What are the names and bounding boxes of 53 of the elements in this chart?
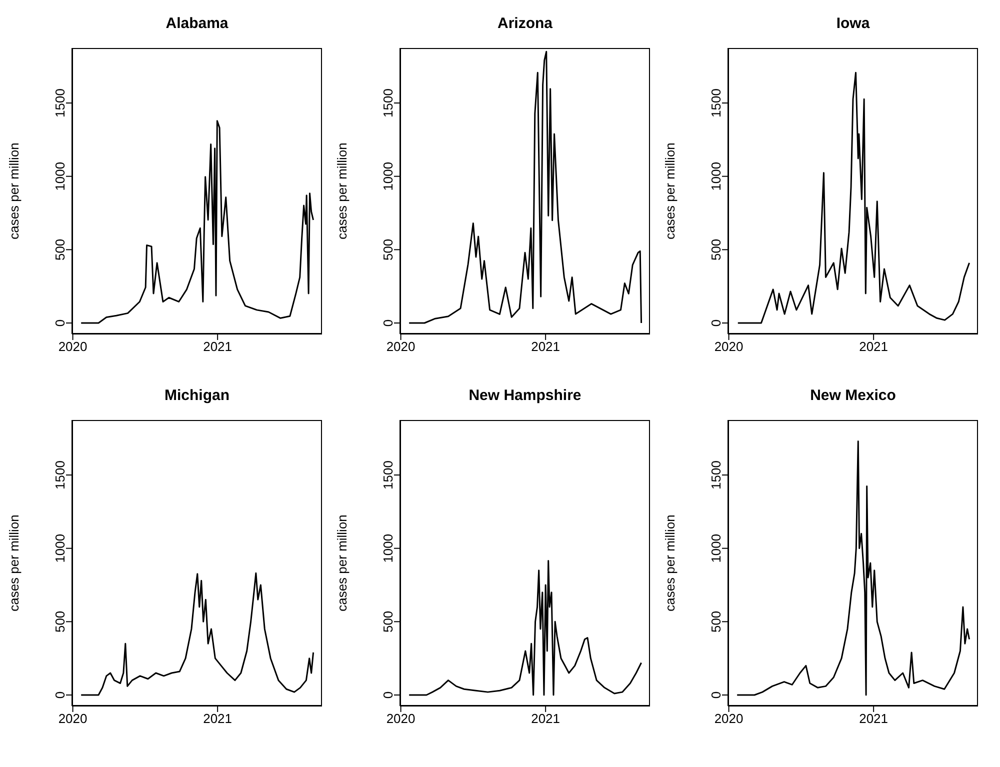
y-tick-label: 1500 xyxy=(380,460,396,490)
y-axis-title: cases per million xyxy=(6,142,22,240)
chart-title: Michigan xyxy=(163,386,230,406)
y-axis-title: cases per million xyxy=(662,142,678,240)
y-tick-label: 1500 xyxy=(708,88,724,118)
y-tick-label: 0 xyxy=(380,691,396,699)
y-tick-label: 500 xyxy=(708,238,724,261)
y-tick-label: 1000 xyxy=(52,534,68,563)
y-tick-label: 500 xyxy=(380,610,396,633)
line-series xyxy=(736,440,970,696)
y-tick-label: 1000 xyxy=(380,534,396,563)
y-tick-label: 0 xyxy=(380,319,396,327)
chart-title: New Hampshire xyxy=(468,386,582,406)
chart-title: Iowa xyxy=(835,14,871,34)
chart-title: New Mexico xyxy=(809,386,897,406)
x-tick-label: 2021 xyxy=(859,339,888,354)
y-tick-label: 1500 xyxy=(52,88,68,118)
y-tick-label: 0 xyxy=(52,319,68,327)
line-series xyxy=(80,120,314,324)
y-tick-label: 0 xyxy=(708,319,724,327)
x-tick-label: 2020 xyxy=(58,339,88,354)
y-tick-label: 500 xyxy=(380,238,396,261)
y-tick-label: 1500 xyxy=(380,88,396,118)
line-series xyxy=(737,72,970,324)
x-tick-label: 2021 xyxy=(531,711,560,726)
y-axis-title: cases per million xyxy=(334,514,350,612)
x-tick-label: 2020 xyxy=(386,711,416,726)
x-tick-label: 2021 xyxy=(203,339,232,354)
y-tick-label: 500 xyxy=(52,610,68,633)
y-tick-label: 1500 xyxy=(708,460,724,490)
y-tick-label: 1000 xyxy=(708,534,724,563)
line-series xyxy=(408,560,642,696)
x-tick-label: 2021 xyxy=(531,339,560,354)
y-tick-label: 1000 xyxy=(708,162,724,191)
y-tick-label: 1000 xyxy=(380,162,396,191)
y-axis-title: cases per million xyxy=(6,514,22,612)
y-tick-label: 500 xyxy=(708,610,724,633)
chart-title: Arizona xyxy=(496,14,554,34)
x-tick-label: 2021 xyxy=(203,711,232,726)
x-tick-label: 2020 xyxy=(714,339,744,354)
chart-title: Alabama xyxy=(164,14,230,34)
x-tick-label: 2020 xyxy=(714,711,744,726)
y-tick-label: 0 xyxy=(708,691,724,699)
x-tick-label: 2021 xyxy=(859,711,888,726)
y-tick-label: 1000 xyxy=(52,162,68,191)
y-tick-label: 500 xyxy=(52,238,68,261)
y-tick-label: 1500 xyxy=(52,460,68,490)
line-series xyxy=(80,572,314,696)
y-axis-title: cases per million xyxy=(662,514,678,612)
x-tick-label: 2020 xyxy=(386,339,416,354)
y-axis-title: cases per million xyxy=(334,142,350,240)
y-tick-label: 0 xyxy=(52,691,68,699)
x-tick-label: 2020 xyxy=(58,711,88,726)
